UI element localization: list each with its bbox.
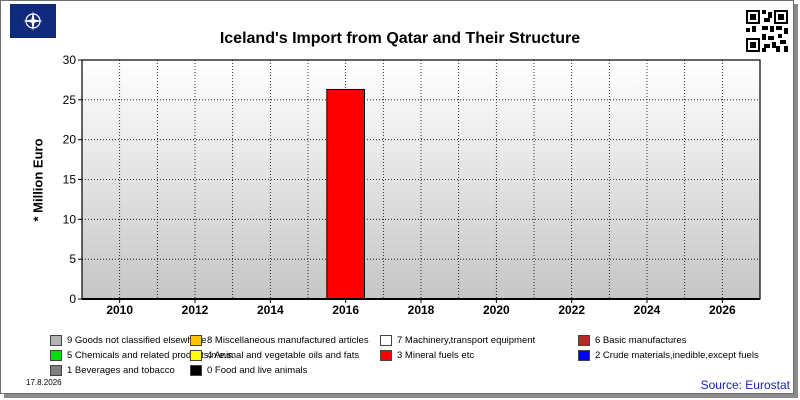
chart-title: Iceland's Import from Qatar and Their St… — [219, 30, 581, 47]
legend-label: 2 Crude materials,inedible,except fuels — [595, 349, 759, 361]
y-tick-label: 20 — [63, 133, 77, 147]
x-tick-label: 2010 — [106, 303, 133, 317]
date-stamp: 17.8.2026 — [26, 378, 62, 387]
legend-label: 7 Machinery,transport equipment — [397, 334, 536, 346]
legend-label: 8 Miscellaneous manufactured articles — [207, 334, 369, 346]
legend-item: 9 Goods not classified elsewhere — [50, 333, 206, 347]
legend-item: 4 Animal and vegetable oils and fats — [190, 348, 359, 362]
source-link[interactable]: Source: Eurostat — [700, 378, 790, 392]
x-tick-label: 2014 — [257, 303, 284, 317]
legend-label: 6 Basic manufactures — [595, 334, 687, 346]
legend-label: 5 Chemicals and related products,n.e.s. — [67, 349, 235, 361]
x-tick-label: 2018 — [408, 303, 435, 317]
legend-item: 3 Mineral fuels etc — [380, 348, 474, 362]
legend-label: 4 Animal and vegetable oils and fats — [207, 349, 360, 361]
legend-label: 0 Food and live animals — [207, 364, 308, 376]
legend-swatch — [190, 364, 202, 376]
qr-code-icon — [746, 10, 788, 52]
legend-swatch — [380, 349, 392, 361]
legend-label: 1 Beverages and tobacco — [67, 364, 175, 376]
legend-swatch — [50, 349, 62, 361]
y-tick-label: 25 — [63, 93, 77, 107]
legend-swatch — [380, 334, 392, 346]
legend-swatch — [50, 364, 62, 376]
y-tick-label: 30 — [63, 53, 77, 67]
legend-label: 3 Mineral fuels etc — [397, 349, 475, 361]
nato-logo — [10, 4, 56, 38]
y-tick-label: 0 — [69, 292, 76, 306]
x-tick-label: 2024 — [634, 303, 661, 317]
legend-item: 6 Basic manufactures — [578, 333, 686, 347]
x-tick-label: 2022 — [558, 303, 585, 317]
legend-swatch — [578, 334, 590, 346]
legend-swatch — [190, 349, 202, 361]
y-tick-label: 5 — [69, 252, 76, 266]
legend-item: 5 Chemicals and related products,n.e.s. — [50, 348, 234, 362]
x-tick-label: 2026 — [709, 303, 736, 317]
legend-item: 1 Beverages and tobacco — [50, 363, 175, 377]
legend-item: 7 Machinery,transport equipment — [380, 333, 535, 347]
legend-label: 9 Goods not classified elsewhere — [67, 334, 207, 346]
legend-swatch — [578, 349, 590, 361]
legend-swatch — [50, 334, 62, 346]
legend-item: 2 Crude materials,inedible,except fuels — [578, 348, 759, 362]
legend-item: 0 Food and live animals — [190, 363, 307, 377]
x-tick-label: 2012 — [182, 303, 209, 317]
bar-2016 — [326, 88, 366, 300]
x-tick-label: 2020 — [483, 303, 510, 317]
x-tick-label: 2016 — [332, 303, 359, 317]
y-tick-label: 10 — [63, 212, 77, 226]
legend-item: 8 Miscellaneous manufactured articles — [190, 333, 369, 347]
y-tick-label: 15 — [63, 173, 77, 187]
compass-star-icon — [23, 11, 43, 31]
legend-swatch — [190, 334, 202, 346]
